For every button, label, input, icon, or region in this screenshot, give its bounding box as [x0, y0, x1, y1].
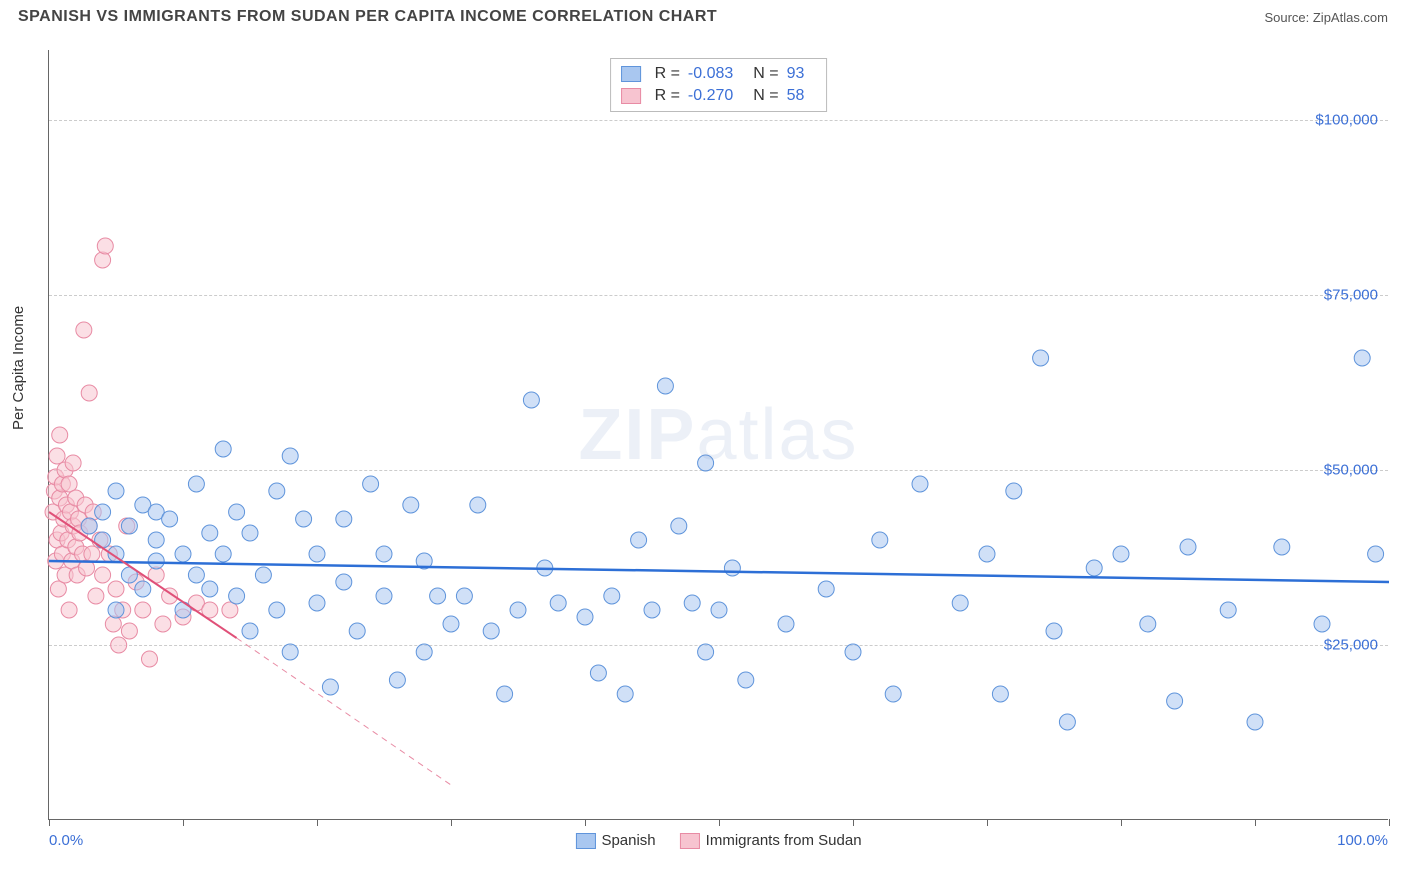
swatch-icon: [680, 833, 700, 849]
y-axis-label: Per Capita Income: [10, 306, 27, 430]
x-axis-max-label: 100.0%: [1337, 832, 1388, 849]
scatter-svg: [49, 50, 1388, 819]
legend-row-spanish: R = -0.083 N = 93: [621, 63, 817, 85]
legend-row-sudan: R = -0.270 N = 58: [621, 85, 817, 107]
legend-item-sudan: Immigrants from Sudan: [680, 832, 862, 849]
chart-plot-area: $25,000$50,000$75,000$100,000 ZIPatlas R…: [48, 50, 1388, 820]
correlation-legend: R = -0.083 N = 93 R = -0.270 N = 58: [610, 58, 828, 112]
source-label: Source: ZipAtlas.com: [1264, 10, 1388, 25]
chart-title: SPANISH VS IMMIGRANTS FROM SUDAN PER CAP…: [18, 8, 717, 26]
x-axis-min-label: 0.0%: [49, 832, 83, 849]
chart-header: SPANISH VS IMMIGRANTS FROM SUDAN PER CAP…: [0, 0, 1406, 30]
swatch-icon: [621, 66, 641, 82]
swatch-icon: [621, 88, 641, 104]
swatch-icon: [575, 833, 595, 849]
legend-item-spanish: Spanish: [575, 832, 655, 849]
series-legend: Spanish Immigrants from Sudan: [575, 832, 861, 849]
